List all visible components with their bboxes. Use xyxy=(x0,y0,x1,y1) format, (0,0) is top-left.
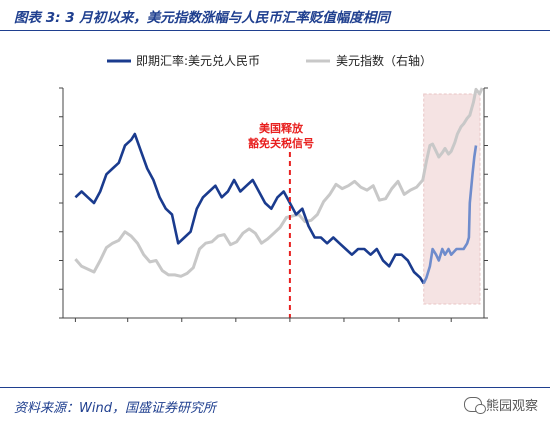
watermark-text: 熊园观察 xyxy=(485,399,538,414)
highlight-layer xyxy=(423,93,481,305)
wechat-icon xyxy=(463,397,486,414)
series-line-usdcny xyxy=(74,132,425,285)
series-layer xyxy=(74,87,484,318)
axes-layer xyxy=(59,87,488,322)
legend-label-dxy: 美元指数（右轴） xyxy=(336,53,432,68)
highlight-region xyxy=(423,93,481,305)
source-note: 资料来源：Wind，国盛证券研究所 xyxy=(14,401,216,416)
chart-title: 图表 3: 3 月初以来，美元指数涨幅与人民币汇率贬值幅度相同 xyxy=(14,10,390,26)
annotation-line1: 美国释放 xyxy=(259,121,304,135)
series-line-dollar-index xyxy=(74,87,484,278)
legend-label-cny: 即期汇率:美元兑人民币 xyxy=(136,53,260,68)
annotation: 美国释放 豁免关税信号 xyxy=(248,121,314,150)
legend: 即期汇率:美元兑人民币 美元指数（右轴） xyxy=(107,53,432,68)
chart-canvas: 即期汇率:美元兑人民币 美元指数（右轴） 美国释放 豁免关税信号 xyxy=(59,53,488,322)
bottom-rule xyxy=(0,387,550,388)
series-line-usdcny-recent xyxy=(422,145,478,285)
annotation-line2: 豁免关税信号 xyxy=(248,136,314,150)
top-rule xyxy=(0,30,550,31)
watermark: 熊园观察 xyxy=(463,395,538,414)
